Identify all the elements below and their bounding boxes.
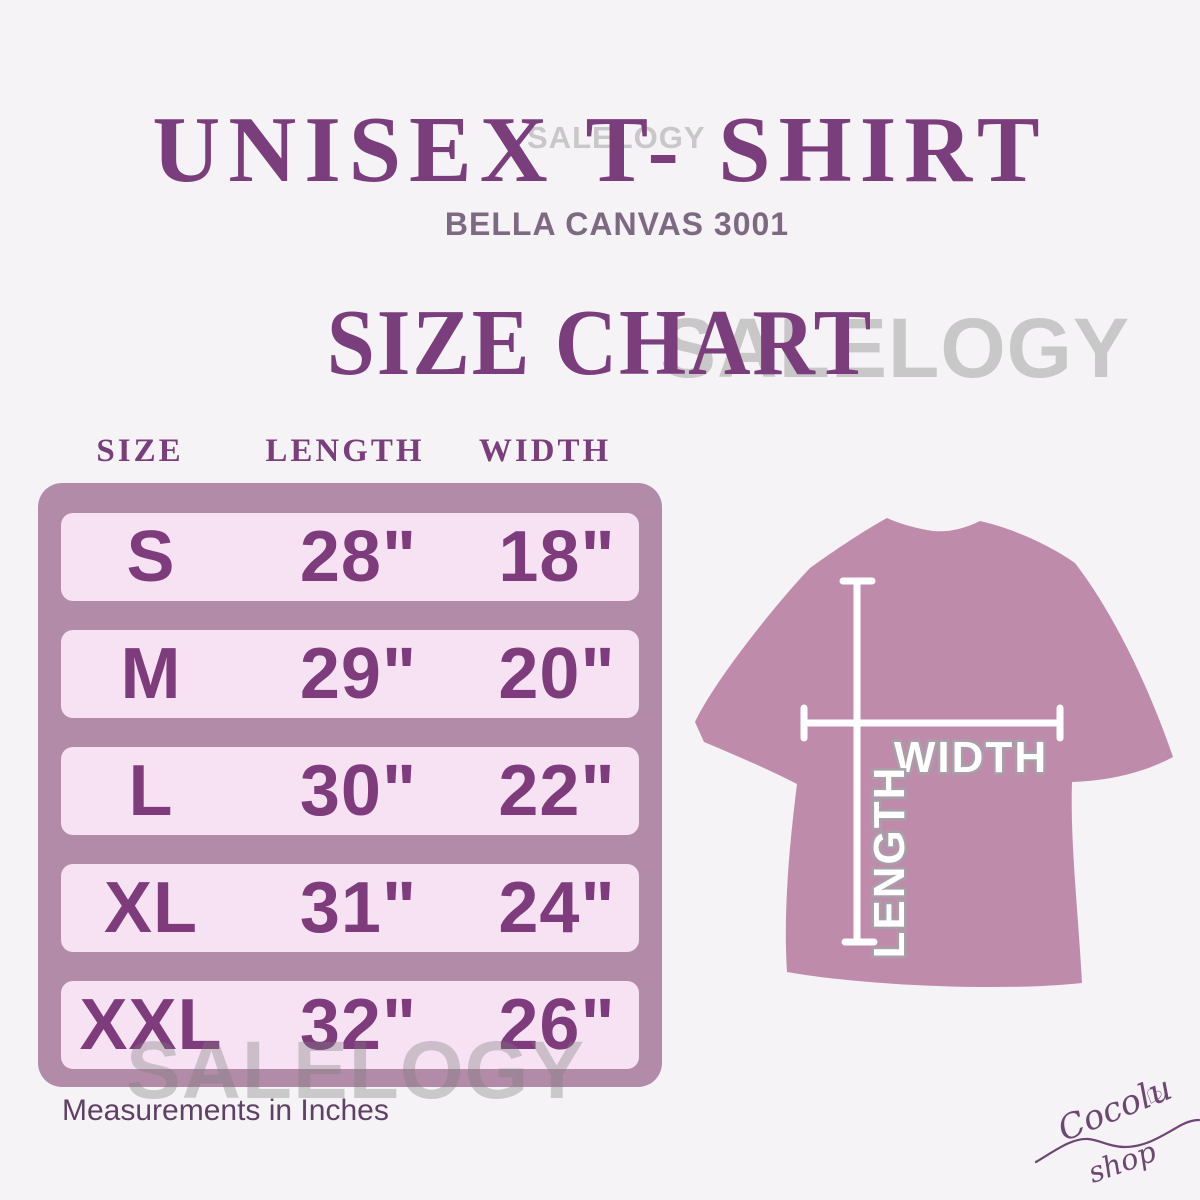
signature-swash	[1034, 1118, 1200, 1164]
measurements-footnote: Measurements in Inches	[62, 1094, 389, 1127]
page-subtitle: BELLA CANVAS 3001	[444, 206, 790, 242]
watermark-bottom: SALELOGY	[126, 1025, 586, 1116]
cell-length: 30"	[299, 751, 418, 831]
table-row: L 30" 22"	[61, 747, 639, 835]
table-row: XXL 32" 26"	[61, 981, 639, 1069]
signature-line2: shop	[1083, 1134, 1160, 1190]
column-header-size: Size	[96, 420, 184, 472]
table-column-headers: Size Length Width	[40, 423, 640, 470]
column-header-width: Width	[478, 420, 612, 472]
brand-signature: Cocolu shop ♡	[1034, 1068, 1200, 1190]
cell-size: S	[126, 517, 176, 597]
tshirt-diagram: WIDTH LENGTH	[695, 518, 1173, 988]
cell-size: M	[120, 634, 182, 714]
tshirt-silhouette	[695, 518, 1173, 988]
size-table: S 28" 18" M 29" 20" L 30" 22" XL 31" 24"…	[38, 483, 662, 1087]
cell-width: 20"	[498, 634, 616, 714]
cell-length: 28"	[299, 517, 418, 597]
cell-length: 32"	[299, 985, 418, 1065]
cell-size: XXL	[79, 985, 223, 1065]
page-title: UNISEX T- SHIRT	[152, 98, 1048, 202]
cell-width: 22"	[498, 751, 616, 831]
watermark-middle: SALELOGY	[660, 301, 1131, 395]
table-row: M 29" 20"	[61, 630, 639, 718]
cell-size: XL	[103, 868, 198, 948]
cell-width: 18"	[498, 517, 616, 597]
length-label: LENGTH	[865, 766, 914, 959]
table-row: S 28" 18"	[61, 513, 639, 601]
column-header-length: Length	[265, 420, 425, 472]
table-row: XL 31" 24"	[61, 864, 639, 952]
watermark-top: SALELOGY	[527, 120, 706, 155]
cell-length: 29"	[299, 634, 418, 714]
cell-length: 31"	[299, 868, 418, 948]
cell-width: 24"	[498, 868, 616, 948]
width-label: WIDTH	[894, 733, 1048, 782]
section-heading: SIZE CHART	[326, 291, 874, 395]
cell-width: 26"	[498, 985, 616, 1065]
cell-size: L	[128, 751, 174, 831]
